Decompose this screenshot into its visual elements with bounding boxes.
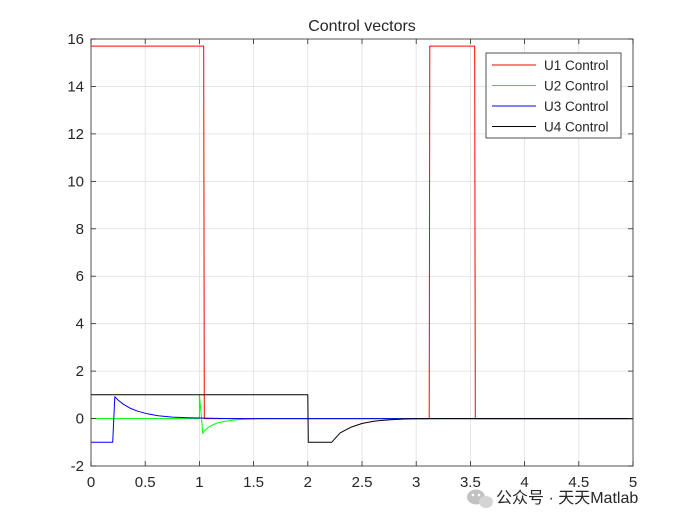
legend-box <box>485 52 622 139</box>
watermark-text: 公众号 · 天天Matlab <box>496 489 638 507</box>
legend-label: U1 Control <box>544 58 609 73</box>
x-tick-label: 2 <box>304 474 312 491</box>
chart-title: Control vectors <box>308 18 416 35</box>
y-tick-label: 10 <box>67 173 84 190</box>
y-tick-label: 16 <box>67 31 84 48</box>
series-lines <box>91 45 633 443</box>
x-tick-label: 4.5 <box>568 474 589 491</box>
legend-label: U4 Control <box>544 120 609 135</box>
x-tick-label: 3.5 <box>460 474 481 491</box>
x-tick-label: 0 <box>87 474 95 491</box>
x-tick-label: 5 <box>629 474 637 491</box>
y-tick-label: 8 <box>76 221 84 238</box>
x-tick-label: 0.5 <box>135 474 156 491</box>
series-line-u3-control <box>91 396 633 443</box>
y-tick-label: 2 <box>76 363 84 380</box>
y-tick-label: 0 <box>76 411 84 428</box>
x-tick-label: 2.5 <box>352 474 373 491</box>
y-tick-label: 12 <box>67 126 84 143</box>
y-tick-label: 6 <box>76 268 84 285</box>
y-tick-label: -2 <box>71 458 84 475</box>
x-tick-label: 4 <box>520 474 528 491</box>
y-tick-label: 4 <box>76 316 84 333</box>
wechat-icon <box>467 489 493 508</box>
series-line-u4-control <box>91 394 633 443</box>
watermark: 公众号 · 天天Matlab <box>467 489 638 508</box>
x-tick-label: 3 <box>412 474 420 491</box>
x-tick-label: 1.5 <box>243 474 264 491</box>
legend-label: U2 Control <box>544 79 609 94</box>
y-tick-label: 14 <box>67 78 84 95</box>
x-tick-label: 1 <box>195 474 203 491</box>
legend: U1 Control U2 Control U3 Control U4 Control <box>485 52 622 139</box>
legend-label: U3 Control <box>544 99 609 114</box>
